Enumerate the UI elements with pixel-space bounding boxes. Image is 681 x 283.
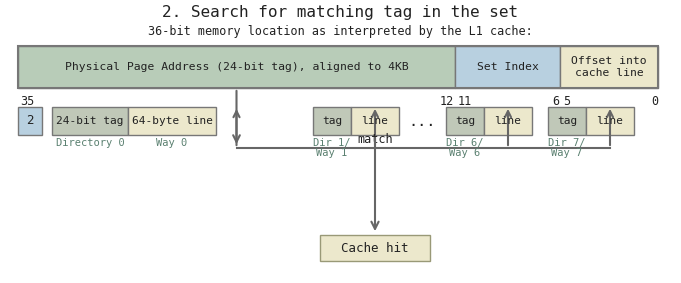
Text: tag: tag [557,116,577,126]
Bar [18,46,658,88]
Bar [560,46,658,88]
Text: 24-bit tag: 24-bit tag [57,116,124,126]
Text: Directory 0: Directory 0 [56,138,125,148]
Bar [320,235,430,261]
Bar [18,46,455,88]
Text: Way 6: Way 6 [449,148,481,158]
Text: Physical Page Address (24-bit tag), aligned to 4KB: Physical Page Address (24-bit tag), alig… [65,62,409,72]
Text: 64-byte line: 64-byte line [131,116,212,126]
Bar [128,107,216,135]
Text: Way 1: Way 1 [317,148,347,158]
Text: line: line [494,116,522,126]
Text: Dir 7/: Dir 7/ [548,138,586,148]
Bar [548,107,586,135]
Text: 36-bit memory location as interpreted by the L1 cache:: 36-bit memory location as interpreted by… [148,25,533,38]
Text: tag: tag [322,116,342,126]
Text: Set Index: Set Index [477,62,539,72]
Text: 11: 11 [458,95,472,108]
Text: 0: 0 [651,95,658,108]
Text: match: match [358,133,393,146]
Bar [351,107,399,135]
Text: tag: tag [455,116,475,126]
Text: Dir 1/: Dir 1/ [313,138,351,148]
Text: 2: 2 [27,115,34,128]
Text: ...: ... [409,113,437,128]
Bar [313,107,351,135]
Bar [446,107,484,135]
Text: 12: 12 [440,95,454,108]
Text: Way 0: Way 0 [157,138,188,148]
Text: Way 7: Way 7 [552,148,583,158]
Text: 5: 5 [563,95,570,108]
Text: line: line [597,116,624,126]
Bar [455,46,560,88]
Text: Cache hit: Cache hit [341,241,409,254]
Text: line: line [362,116,388,126]
Text: Offset into
cache line: Offset into cache line [571,56,647,78]
Text: Dir 6/: Dir 6/ [446,138,484,148]
Text: 35: 35 [20,95,34,108]
Bar [484,107,532,135]
Text: 2. Search for matching tag in the set: 2. Search for matching tag in the set [162,5,518,20]
Bar [52,107,128,135]
Text: 6: 6 [552,95,559,108]
Bar [586,107,634,135]
Bar [18,107,42,135]
